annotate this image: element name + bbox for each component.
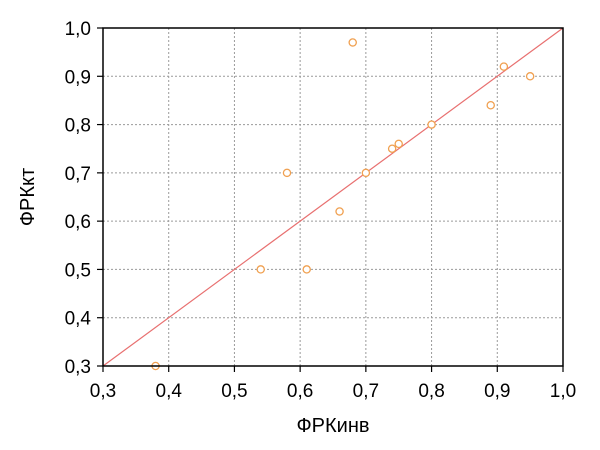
data-point (256, 265, 265, 274)
data-point (335, 207, 344, 216)
x-tick-label: 1,0 (550, 381, 576, 402)
y-axis-ticks: 0,3 0,4 0,5 0,6 0,7 0,8 0,9 1,0 (65, 19, 103, 378)
data-point (394, 139, 403, 149)
y-tick-label: 1,0 (65, 19, 91, 40)
data-point (427, 120, 436, 129)
y-tick-label: 0,7 (65, 164, 91, 185)
data-point (525, 72, 535, 81)
data-point (486, 101, 495, 110)
data-point (302, 265, 311, 274)
y-axis-title: ФРКкт (17, 168, 39, 226)
y-tick-label: 0,8 (65, 116, 91, 137)
identity-line (102, 27, 564, 367)
y-tick-label: 0,5 (65, 260, 91, 281)
data-point (348, 38, 357, 47)
y-tick-label: 0,4 (65, 309, 92, 330)
grid-lines (103, 28, 563, 366)
data-point (499, 62, 509, 71)
x-tick-label: 0,4 (156, 381, 183, 402)
x-axis-title: ФРКинв (296, 415, 369, 437)
x-tick-label: 0,7 (353, 381, 379, 402)
x-tick-label: 0,8 (418, 381, 444, 402)
x-tick-label: 0,5 (221, 381, 247, 402)
x-tick-label: 0,3 (90, 381, 116, 402)
data-point (361, 168, 371, 178)
x-tick-label: 0,9 (484, 381, 510, 402)
y-tick-label: 0,3 (65, 357, 91, 378)
identity-line-group (102, 27, 564, 367)
data-points (151, 38, 535, 371)
y-tick-label: 0,9 (65, 67, 91, 88)
x-axis-ticks: 0,3 0,4 0,5 0,6 0,7 0,8 0,9 1,0 (90, 366, 576, 402)
x-tick-label: 0,6 (287, 381, 313, 402)
plot-frame (102, 27, 564, 367)
data-point (282, 168, 292, 178)
data-point (387, 144, 397, 153)
y-tick-label: 0,6 (65, 212, 91, 233)
